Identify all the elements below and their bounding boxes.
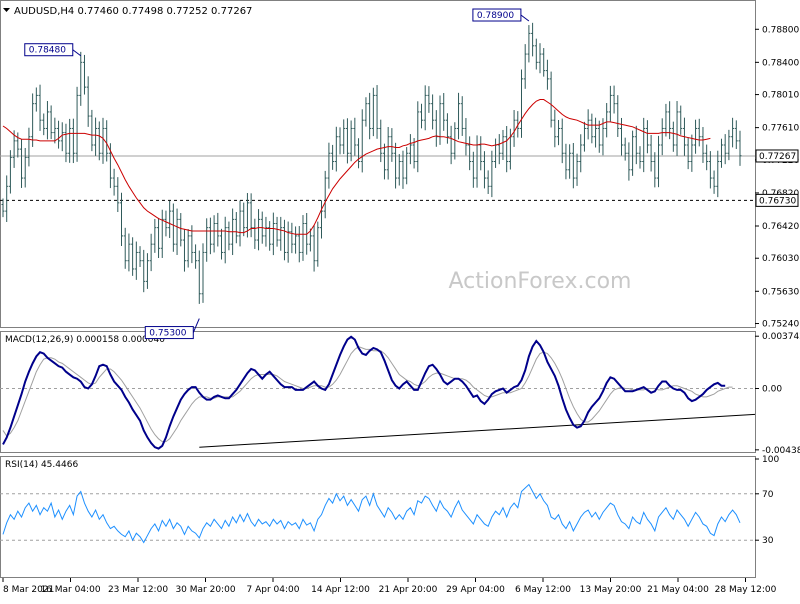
x-tick-label: 13 May 20:00 xyxy=(580,585,642,595)
macd-y-tick-label: -0.004389 xyxy=(762,446,800,456)
macd-main-line xyxy=(2,335,726,450)
x-tick-label: 14 Apr 12:00 xyxy=(311,585,370,595)
rsi-y-tick-label: 30 xyxy=(762,536,774,546)
price-y-tick-label: 0.78010 xyxy=(762,91,799,101)
annotation-connector xyxy=(520,14,530,22)
support-tag-label: 0.76730 xyxy=(759,196,796,206)
rsi-y-tick-label: 100 xyxy=(762,455,779,465)
x-tick-label: 28 May 12:00 xyxy=(715,585,777,595)
x-tick-label: 29 Apr 04:00 xyxy=(446,585,505,595)
price-y-tick-label: 0.75630 xyxy=(762,287,799,297)
support-tag xyxy=(755,193,799,207)
macd-plot xyxy=(0,335,756,450)
price-y-tick-label: 0.78400 xyxy=(762,58,799,68)
price-panel-frame xyxy=(0,0,756,328)
x-tick-label: 7 Apr 04:00 xyxy=(247,585,300,595)
price-y-tick-label: 0.77610 xyxy=(762,124,799,134)
rsi-panel-frame xyxy=(0,456,756,578)
annotation-label: 0.75300 xyxy=(149,329,186,339)
watermark-text: ActionForex.com xyxy=(449,269,632,294)
moving-average-line xyxy=(2,99,711,235)
rsi-plot xyxy=(0,483,755,544)
x-tick-label: 8 Mar 2021 xyxy=(3,585,54,595)
x-tick-label: 23 Mar 12:00 xyxy=(108,585,168,595)
annotation-connector xyxy=(72,49,82,57)
annotation-label: 0.78900 xyxy=(477,11,514,21)
macd-signal-line xyxy=(2,346,733,443)
x-tick-label: 6 May 12:00 xyxy=(515,585,571,595)
x-tick-label: 30 Mar 20:00 xyxy=(175,585,235,595)
y-axis: 0.788000.784000.780100.776100.772200.768… xyxy=(755,25,800,546)
annotation-connector xyxy=(192,318,200,333)
annotation-box xyxy=(144,326,194,340)
annotation-box xyxy=(472,8,522,22)
macd-panel-frame xyxy=(0,331,756,453)
x-tick-label: 16 Mar 04:00 xyxy=(40,585,100,595)
price-y-tick-label: 0.78800 xyxy=(762,25,799,35)
macd-trendline xyxy=(199,413,756,448)
collapse-triangle-icon[interactable] xyxy=(3,8,10,12)
annotation-label: 0.78480 xyxy=(29,46,66,56)
last-price-tag xyxy=(755,149,799,163)
last-price-tag-label: 0.77267 xyxy=(759,152,796,162)
price-annotations: 0.78480 0.78900 0.75300 xyxy=(24,8,530,340)
price-y-tick-label: 0.75240 xyxy=(762,320,799,330)
price-panel-title: AUDUSD,H4 0.77460 0.77498 0.77252 0.7726… xyxy=(14,6,252,17)
macd-y-tick-label: 0.003742 xyxy=(762,332,800,342)
rsi-y-tick-label: 70 xyxy=(762,490,774,500)
price-y-tick-label: 0.76420 xyxy=(762,222,799,232)
x-tick-label: 21 May 04:00 xyxy=(647,585,709,595)
macd-panel-title: MACD(12,26,9) 0.000158 0.000040 xyxy=(5,335,165,345)
price-y-tick-label: 0.76030 xyxy=(762,254,799,264)
price-plot xyxy=(0,22,755,304)
x-tick-label: 21 Apr 20:00 xyxy=(379,585,438,595)
rsi-line xyxy=(2,483,741,544)
annotation-box xyxy=(24,43,74,57)
macd-y-tick-label: 0.00 xyxy=(762,385,782,395)
rsi-panel-title: RSI(14) 45.4466 xyxy=(5,460,78,470)
